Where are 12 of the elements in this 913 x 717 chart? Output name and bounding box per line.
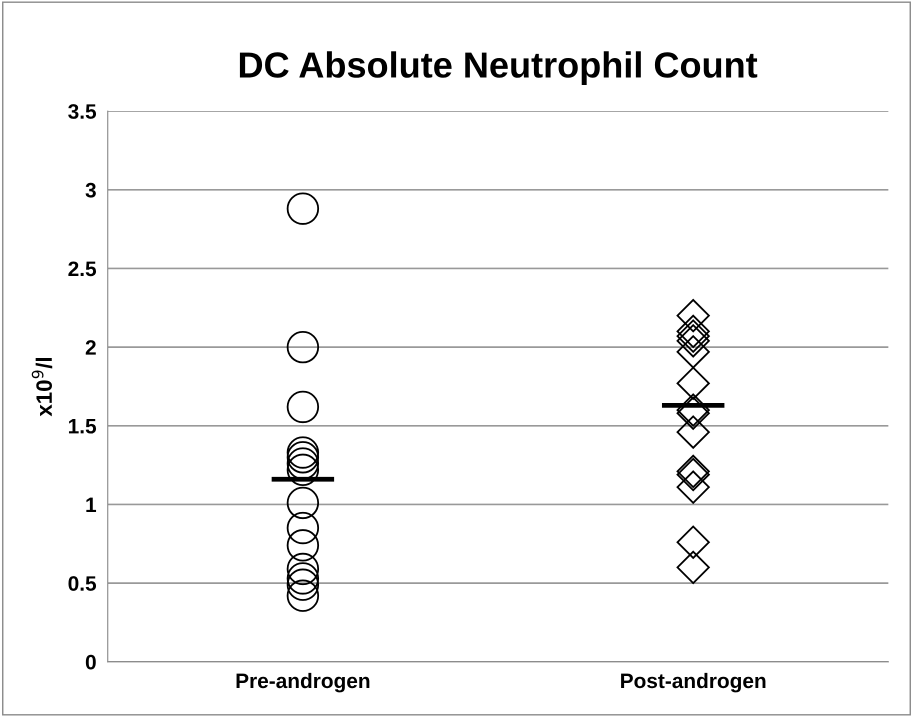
y-tick-label: 0.5 — [68, 576, 96, 591]
y-tick-label: 2 — [86, 340, 96, 355]
y-tick-label: 1 — [86, 498, 96, 512]
y-tick-label: 2.5 — [68, 261, 96, 276]
y-axis-title: x10$^{9}$/l — [32, 358, 52, 416]
y-tick-label: 0 — [86, 654, 96, 670]
y-tick-label: 3 — [86, 182, 96, 198]
y-tick-label: 3.5 — [68, 104, 96, 119]
chart-title: DC Absolute Neutrophil Count — [240, 51, 758, 85]
x-tick-label: Pre-androgen — [236, 672, 370, 692]
y-tick-label: 1.5 — [68, 419, 96, 434]
x-tick-label: Post-androgen — [621, 672, 766, 692]
